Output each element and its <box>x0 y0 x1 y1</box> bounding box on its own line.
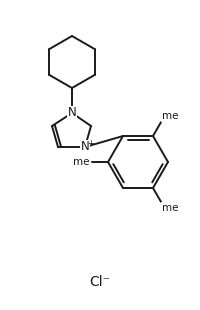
Text: me: me <box>162 203 179 213</box>
Text: me: me <box>162 111 179 121</box>
Text: N: N <box>68 107 76 119</box>
Text: me: me <box>74 157 90 167</box>
Text: N: N <box>81 140 89 153</box>
Text: +: + <box>87 139 94 148</box>
Text: Cl⁻: Cl⁻ <box>90 275 110 289</box>
